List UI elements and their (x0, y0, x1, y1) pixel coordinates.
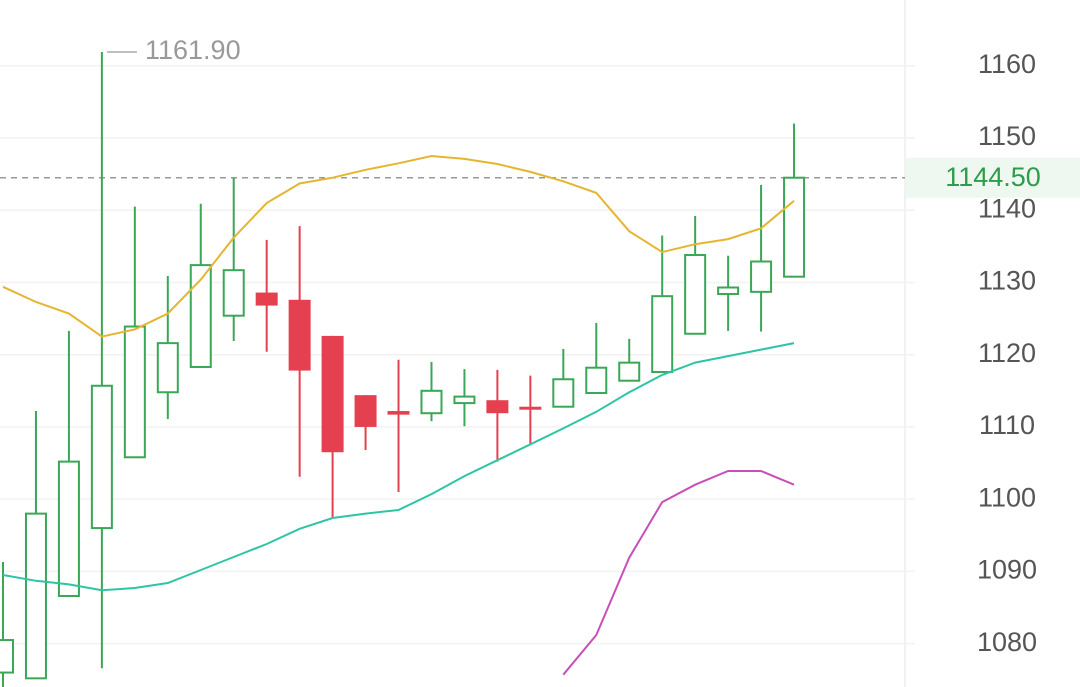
y-tick-label: 1120 (978, 338, 1036, 368)
max-label: 1161.90 (145, 35, 241, 65)
candle-body (486, 400, 509, 414)
candle-body (651, 295, 674, 374)
candle-body (519, 406, 542, 410)
candle-body (783, 176, 806, 278)
candle-body (90, 384, 113, 530)
candle-body (453, 395, 476, 405)
candle-body (552, 378, 575, 408)
candle-body (354, 395, 377, 427)
indicator-line (2, 154, 795, 338)
y-tick-label: 1080 (977, 627, 1037, 657)
y-tick-label: 1150 (978, 121, 1036, 151)
last-price-box (906, 157, 1080, 198)
candle-body (24, 512, 47, 680)
y-tick-label: 1090 (977, 555, 1037, 585)
candle-body (255, 292, 278, 306)
y-tick-label: 1110 (979, 410, 1035, 440)
candle-body (57, 460, 80, 597)
candle-body (420, 389, 443, 415)
candle-body (717, 286, 740, 296)
indicator-line (562, 470, 795, 676)
candle-body (156, 342, 179, 394)
y-tick-label: 1140 (978, 193, 1036, 223)
candle-body (585, 366, 608, 394)
last-price-label: 1144.50 (945, 162, 1041, 192)
candle-body (222, 269, 245, 317)
candle-body (189, 264, 212, 368)
candle-body (288, 299, 311, 371)
candle-body (123, 325, 146, 459)
candle-body (321, 335, 344, 453)
candle-body (750, 260, 773, 293)
candle-body (0, 639, 14, 674)
candle-body (387, 411, 410, 415)
candle-body (618, 361, 641, 382)
y-tick-label: 1100 (978, 482, 1036, 512)
candle-body (684, 254, 707, 335)
indicator-line (2, 342, 795, 592)
y-tick-label: 1130 (978, 266, 1036, 296)
y-tick-label: 1160 (978, 49, 1036, 79)
